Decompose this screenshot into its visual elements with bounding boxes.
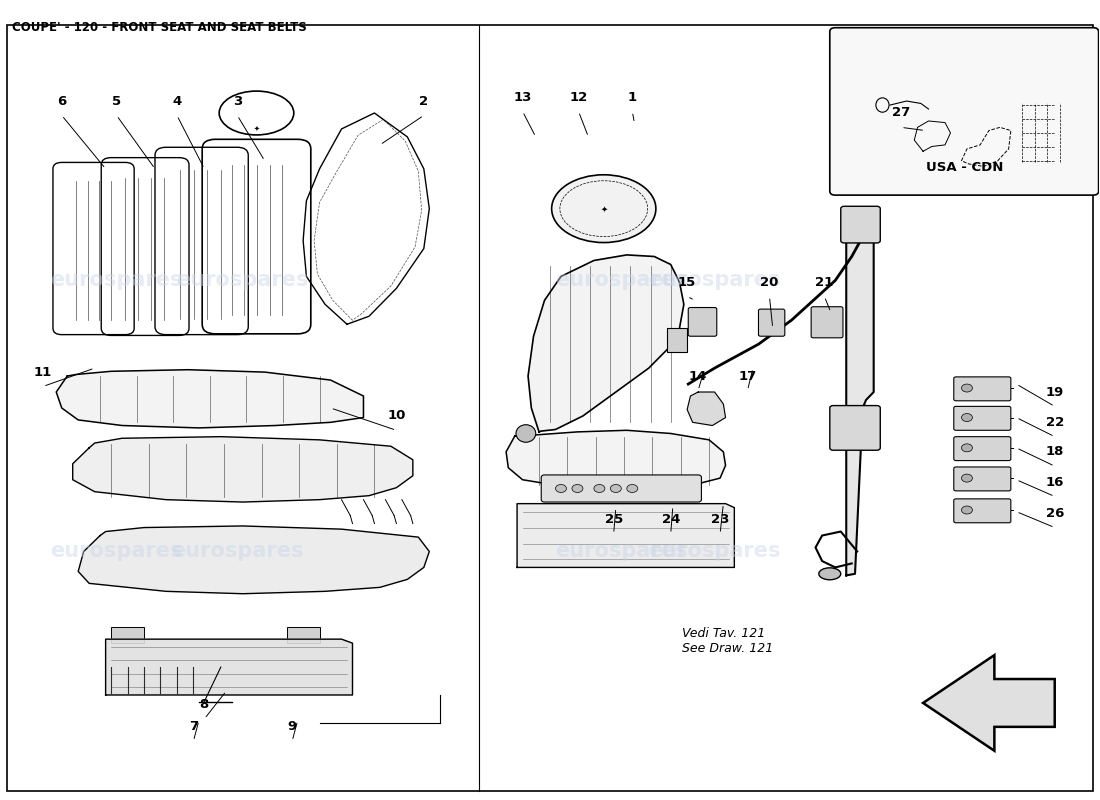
FancyBboxPatch shape xyxy=(811,306,843,338)
Text: 25: 25 xyxy=(605,513,623,526)
Text: Vedi Tav. 121
See Draw. 121: Vedi Tav. 121 See Draw. 121 xyxy=(682,627,773,655)
FancyBboxPatch shape xyxy=(840,206,880,243)
Circle shape xyxy=(556,485,566,493)
Polygon shape xyxy=(528,255,684,432)
Text: eurospares: eurospares xyxy=(51,270,183,290)
Text: 8: 8 xyxy=(200,698,209,711)
Polygon shape xyxy=(73,437,412,502)
Text: 15: 15 xyxy=(678,275,696,289)
Circle shape xyxy=(961,414,972,422)
Text: 27: 27 xyxy=(892,106,910,119)
Text: 22: 22 xyxy=(1046,416,1064,429)
Ellipse shape xyxy=(551,174,656,242)
Text: ✦: ✦ xyxy=(601,204,607,213)
Text: eurospares: eurospares xyxy=(170,542,304,562)
Text: eurospares: eurospares xyxy=(648,270,781,290)
Text: 13: 13 xyxy=(514,90,531,103)
Text: 23: 23 xyxy=(711,513,729,526)
Text: 17: 17 xyxy=(738,370,757,382)
FancyBboxPatch shape xyxy=(689,307,717,336)
Polygon shape xyxy=(106,639,352,695)
Circle shape xyxy=(610,485,621,493)
Text: ✦: ✦ xyxy=(254,126,260,132)
Polygon shape xyxy=(506,430,726,490)
FancyBboxPatch shape xyxy=(541,475,702,502)
Circle shape xyxy=(627,485,638,493)
Text: 11: 11 xyxy=(34,366,52,378)
Circle shape xyxy=(594,485,605,493)
Text: eurospares: eurospares xyxy=(556,542,688,562)
FancyBboxPatch shape xyxy=(954,437,1011,461)
FancyBboxPatch shape xyxy=(954,406,1011,430)
Text: 20: 20 xyxy=(760,275,779,289)
Polygon shape xyxy=(78,526,429,594)
Polygon shape xyxy=(923,655,1055,750)
FancyBboxPatch shape xyxy=(829,406,880,450)
Polygon shape xyxy=(56,370,363,428)
Text: 16: 16 xyxy=(1045,476,1064,489)
Text: 24: 24 xyxy=(661,513,680,526)
Polygon shape xyxy=(688,392,726,426)
Text: 10: 10 xyxy=(387,410,406,422)
Text: eurospares: eurospares xyxy=(556,270,688,290)
Bar xyxy=(111,627,144,643)
Text: eurospares: eurospares xyxy=(648,542,781,562)
Text: 12: 12 xyxy=(570,90,587,103)
Bar xyxy=(668,328,688,352)
Text: eurospares: eurospares xyxy=(176,270,309,290)
Polygon shape xyxy=(846,217,873,575)
Text: 5: 5 xyxy=(112,94,121,107)
Circle shape xyxy=(961,444,972,452)
Polygon shape xyxy=(517,504,735,567)
Text: 26: 26 xyxy=(1045,506,1064,520)
Ellipse shape xyxy=(818,568,840,580)
Text: 4: 4 xyxy=(173,94,182,107)
Bar xyxy=(287,627,320,643)
Text: COUPE' - 120 - FRONT SEAT AND SEAT BELTS: COUPE' - 120 - FRONT SEAT AND SEAT BELTS xyxy=(12,22,307,34)
FancyBboxPatch shape xyxy=(954,467,1011,491)
Text: 14: 14 xyxy=(689,370,707,382)
FancyBboxPatch shape xyxy=(759,309,784,336)
Circle shape xyxy=(961,474,972,482)
Text: 2: 2 xyxy=(419,94,428,107)
FancyBboxPatch shape xyxy=(954,499,1011,522)
FancyBboxPatch shape xyxy=(954,377,1011,401)
Text: 19: 19 xyxy=(1046,386,1064,398)
Text: 21: 21 xyxy=(815,275,834,289)
Text: 7: 7 xyxy=(189,720,198,734)
Text: 3: 3 xyxy=(233,94,242,107)
Ellipse shape xyxy=(516,425,536,442)
Text: USA - CDN: USA - CDN xyxy=(925,161,1003,174)
FancyBboxPatch shape xyxy=(829,28,1099,195)
Text: eurospares: eurospares xyxy=(51,542,183,562)
Circle shape xyxy=(961,506,972,514)
Text: 6: 6 xyxy=(57,94,66,107)
Circle shape xyxy=(572,485,583,493)
Text: 1: 1 xyxy=(628,90,637,103)
Text: 18: 18 xyxy=(1045,446,1064,458)
Circle shape xyxy=(961,384,972,392)
Text: 9: 9 xyxy=(287,720,297,734)
